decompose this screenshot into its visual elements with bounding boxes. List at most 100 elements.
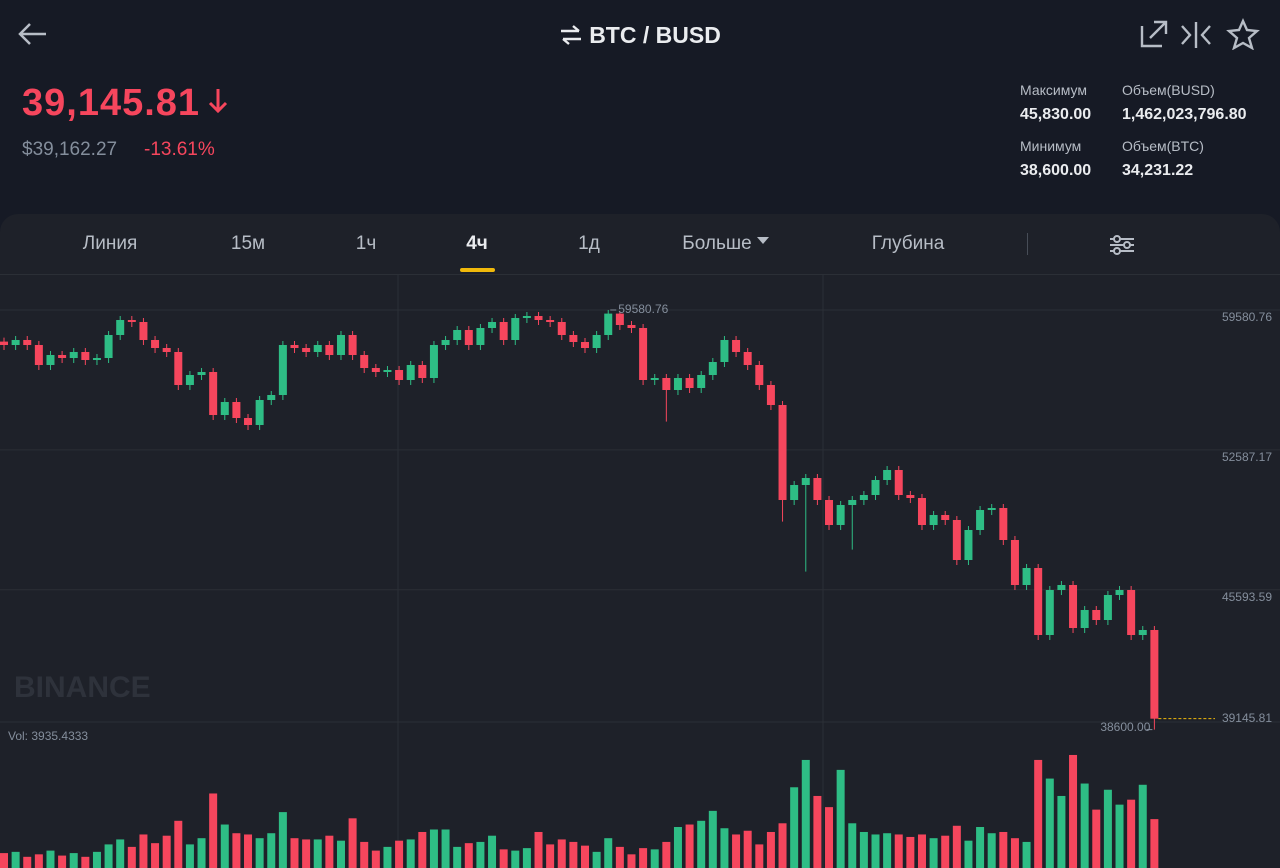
volume-bar	[522, 848, 531, 868]
volume-bar	[848, 823, 857, 868]
toolbar-icons[interactable]	[1138, 18, 1260, 50]
volume-bar	[604, 838, 613, 868]
candle-body	[1034, 568, 1043, 635]
back-button[interactable]	[16, 20, 48, 48]
pair-title[interactable]: BTC / BUSD	[0, 22, 1280, 49]
volume-bar	[929, 838, 938, 868]
candle-body	[371, 368, 380, 372]
price-change: -13.61%	[144, 139, 215, 160]
volume-bar	[162, 835, 171, 868]
volume-bar	[1092, 809, 1101, 868]
volume-bar	[336, 840, 345, 868]
volume-bar	[325, 835, 334, 868]
tab[interactable]: 4ч	[466, 233, 488, 254]
volume-bar	[1022, 841, 1031, 868]
volume-bar	[116, 839, 125, 868]
volume-bar	[290, 838, 299, 868]
tab-label: Больше	[682, 233, 752, 254]
volume-bar	[685, 824, 694, 868]
volume-bar	[278, 812, 287, 868]
volume-bar	[302, 839, 311, 868]
tab[interactable]: Линия	[82, 233, 138, 254]
candle-body	[581, 342, 589, 348]
candle-body	[1045, 590, 1054, 635]
candle-body	[58, 355, 67, 358]
tab-more[interactable]: Больше	[676, 233, 776, 255]
candle-body	[604, 313, 613, 335]
stat-label: Объем(BTC)	[1122, 138, 1204, 154]
volume-bar	[766, 831, 775, 868]
pair-name: BTC / BUSD	[589, 22, 721, 48]
tab[interactable]: 1ч	[355, 233, 377, 254]
volume-bar	[348, 818, 357, 868]
candle-body	[790, 485, 799, 500]
last-price-label: 39145.81	[1222, 711, 1272, 725]
min-label: 38600.00	[1100, 720, 1150, 734]
volume-bar	[708, 810, 717, 868]
candle-body	[1092, 610, 1101, 620]
volume-bar	[11, 851, 20, 868]
settings-icon[interactable]	[1108, 233, 1136, 257]
stat-label: Максимум	[1020, 82, 1087, 98]
candle-body	[662, 378, 671, 390]
candle-body	[557, 322, 566, 335]
volume-bar	[662, 841, 671, 868]
candle-body	[883, 470, 892, 480]
volume-bar	[267, 833, 276, 868]
volume-bar	[46, 850, 55, 868]
tab[interactable]: Глубина	[871, 233, 945, 254]
candle-body	[325, 345, 334, 355]
volume-bar	[627, 854, 636, 868]
volume-bar	[581, 845, 589, 868]
candle-body	[1138, 630, 1147, 635]
candle-body	[732, 340, 741, 352]
candle-body	[185, 375, 194, 385]
candle-body	[174, 352, 183, 385]
volume-bar	[429, 829, 438, 868]
volume-bar	[313, 839, 322, 868]
candle-body	[232, 402, 241, 418]
volume-bar	[499, 849, 508, 868]
candle-body	[244, 418, 253, 425]
tab[interactable]: 15м	[230, 233, 266, 254]
volume-bar	[871, 834, 880, 868]
volume-bar	[917, 834, 926, 868]
volume-bar	[511, 850, 520, 868]
candle-body	[999, 508, 1008, 540]
max-label: 59580.76	[618, 302, 668, 316]
volume-bar	[488, 835, 497, 868]
volume-bar	[639, 848, 648, 868]
candle-body	[360, 355, 369, 368]
stat-value: 1,462,023,796.80	[1122, 106, 1247, 123]
candle-body	[46, 355, 55, 365]
candle-body	[673, 378, 682, 390]
stat-value: 45,830.00	[1020, 106, 1092, 123]
candle-body	[511, 318, 520, 340]
candle-body	[1080, 610, 1089, 628]
candle-body	[929, 515, 938, 525]
candle-body	[1150, 630, 1159, 719]
candle-body	[801, 478, 810, 485]
candle-body	[778, 405, 787, 500]
candle-body	[151, 340, 160, 348]
volume-bar	[813, 795, 822, 868]
swap-icon	[561, 25, 582, 45]
candle-body	[813, 478, 822, 500]
candle-body	[162, 348, 171, 352]
candle-body	[209, 372, 218, 415]
chart-panel	[0, 214, 1280, 868]
watermark: BINANCE	[14, 671, 151, 704]
volume-bar	[104, 844, 113, 868]
tab[interactable]: 1д	[578, 233, 600, 254]
candle-body	[336, 335, 345, 355]
volume-bar	[418, 831, 427, 868]
volume-bar	[476, 841, 485, 868]
volume-bar	[34, 854, 43, 868]
candle-body	[348, 335, 357, 355]
volume-bar	[999, 831, 1008, 868]
volume-bar	[371, 850, 380, 868]
volume-bar	[697, 820, 706, 868]
volume-bar	[743, 830, 752, 868]
volume-bar	[894, 834, 903, 868]
candle-body	[395, 370, 404, 380]
